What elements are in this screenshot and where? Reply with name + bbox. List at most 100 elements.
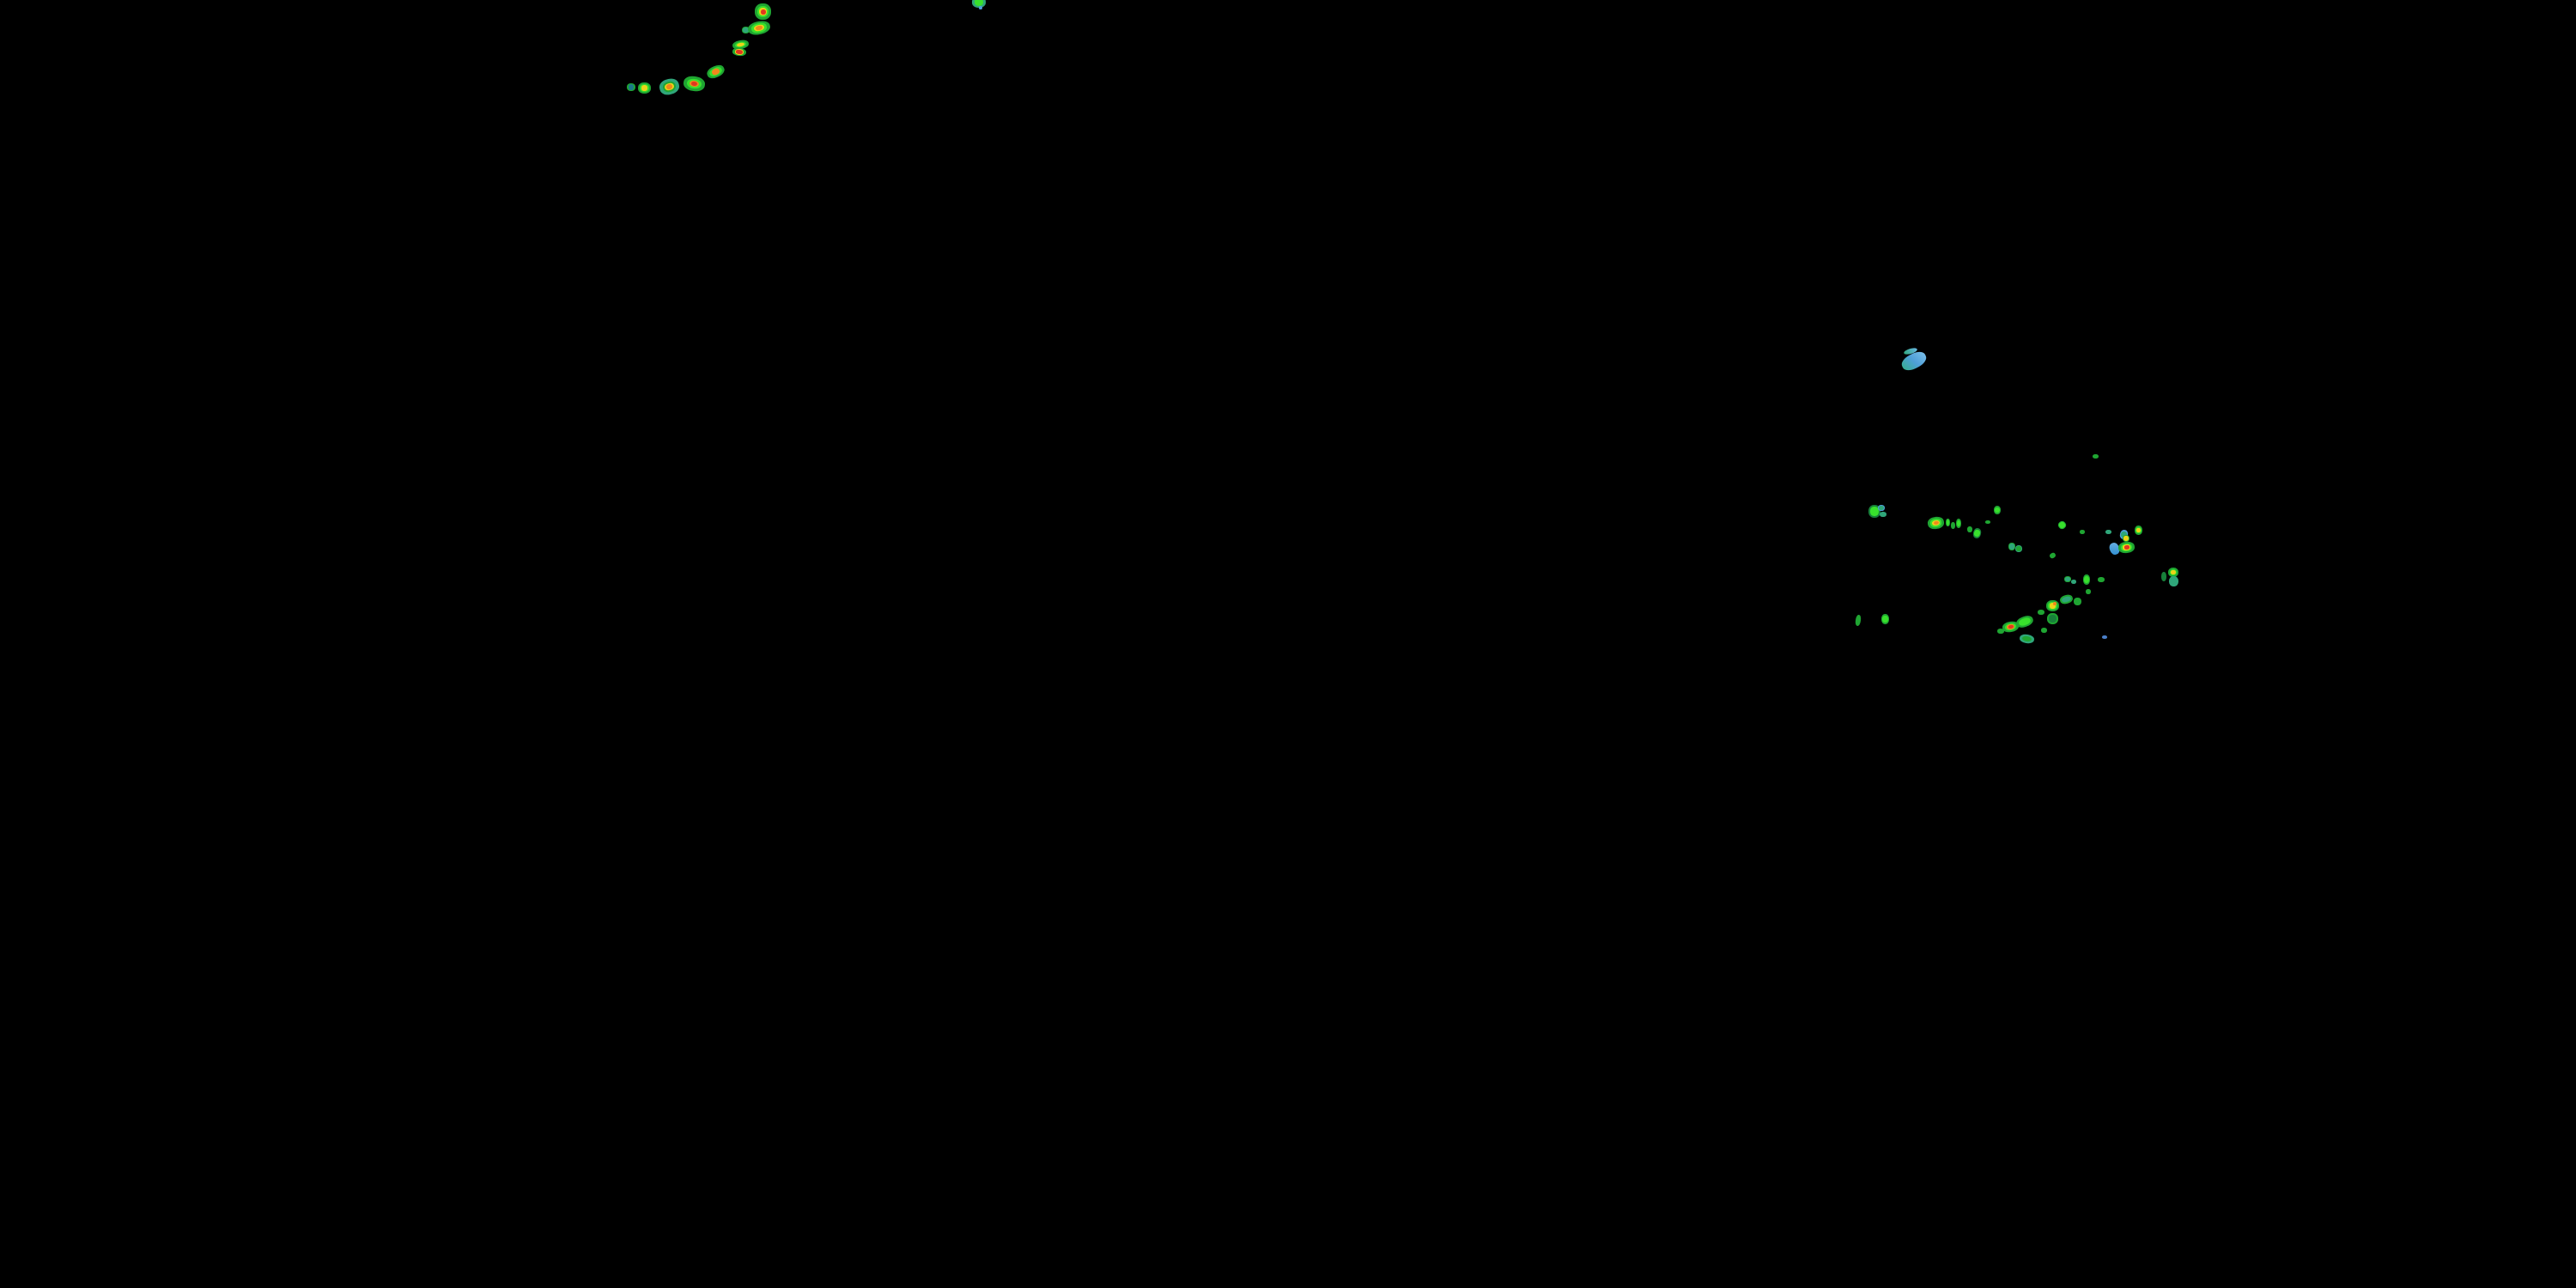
radar-echo-core [2120,543,2133,552]
radar-echo-core [1995,507,2000,513]
radar-echo [705,63,726,81]
radar-echo [2038,610,2044,615]
radar-echo [2047,613,2058,624]
radar-echo-core [736,50,743,54]
radar-echo [1878,505,1885,511]
radar-echo-core [2050,603,2056,609]
radar-echo-core [736,41,745,48]
radar-echo-core [753,23,765,33]
radar-echo-core [2084,575,2089,584]
radar-echo-core [2016,546,2021,551]
radar-echo-core [2009,544,2014,550]
radar-echo [2117,541,2136,554]
radar-echo [1881,614,1889,624]
radar-echo [2161,572,2166,581]
radar-echo-core [664,82,675,92]
radar-echo-core [750,21,768,34]
radar-echo-core [757,6,769,17]
radar-echo [2123,535,2129,542]
radar-echo [2083,574,2090,585]
radar-echo-core [641,85,647,91]
radar-echo-core [759,8,767,15]
radar-echo [1946,519,1950,526]
radar-echo-core [2065,577,2070,581]
radar-echo-core [2171,569,2176,575]
radar-echo-core [1879,506,1884,510]
radar-echo [627,83,635,91]
radar-echo-core [734,48,744,56]
radar-echo [755,3,771,20]
radar-echo [1971,527,1983,539]
radar-echo [746,19,772,37]
radar-echo [2041,628,2047,633]
radar-echo-core [1870,507,1879,516]
radar-echo [2048,551,2057,560]
radar-echo [972,0,986,8]
radar-echo-core [710,67,721,76]
radar-echo-core [743,27,749,33]
radar-echo-core [2123,536,2129,541]
radar-echo [742,27,750,33]
radar-echo [2105,530,2111,534]
radar-echo [658,76,681,97]
radar-echo-core [2061,595,2072,604]
radar-echo [1956,519,1961,528]
radar-echo-core [1946,519,1950,526]
radar-echo-core [1929,518,1942,528]
radar-echo [2058,593,2075,605]
radar-echo-core [690,81,698,87]
radar-echo [1967,526,1972,532]
radar-echo [2074,598,2081,605]
radar-echo [2014,613,2035,630]
radar-echo [2015,545,2022,552]
radar-echo-core [2122,544,2131,550]
radar-echo [2019,633,2035,645]
radar-echo-core [974,0,984,6]
radar-echo [2168,568,2178,577]
radar-echo [1997,629,2004,634]
radar-echo-core [2123,545,2129,550]
radar-echo-core [760,9,766,15]
radar-echo-core [2004,622,2017,632]
radar-echo-core [1956,519,1961,527]
radar-echo-core [2136,527,2141,533]
radar-echo-core [1933,520,1939,526]
radar-echo [638,82,651,94]
radar-echo-core [1931,519,1941,526]
radar-echo-core [2018,616,2032,628]
radar-echo [1868,505,1880,518]
radar-echo [2086,589,2091,594]
radar-echo-core [686,77,702,90]
radar-echo [2135,526,2142,535]
radar-echo-core [2021,635,2032,643]
radar-echo [2080,530,2085,534]
radar-echo [2057,519,2068,531]
radar-echo [2064,576,2071,582]
radar-echo-core [689,79,700,88]
radar-echo [2169,576,2178,586]
radar-echo [1985,520,1990,524]
radar-echo [2093,454,2099,459]
radar-echo-core [755,25,763,31]
radar-echo [1994,506,2001,514]
radar-echo [1927,515,1945,531]
radar-echo [2053,602,2057,605]
radar-echo-core [628,84,635,90]
radar-echo [732,47,747,57]
radar-echo-core [2006,623,2015,630]
radar-echo-core [2048,602,2057,610]
radar-echo [2102,635,2107,639]
radar-echo-core [2136,526,2142,534]
radar-echo-core [1973,529,1981,538]
radar-echo-core [2169,568,2178,576]
radar-echo-core [2058,521,2066,529]
radar-echo-core [2008,624,2014,629]
radar-echo [682,75,707,93]
radar-echo-core [708,65,723,78]
radar-echo-core [640,84,649,92]
radar-echo [2071,580,2076,584]
radar-echo-core [661,80,677,94]
radar-echo-core [1882,615,1888,623]
radar-echo-core [2049,615,2057,623]
